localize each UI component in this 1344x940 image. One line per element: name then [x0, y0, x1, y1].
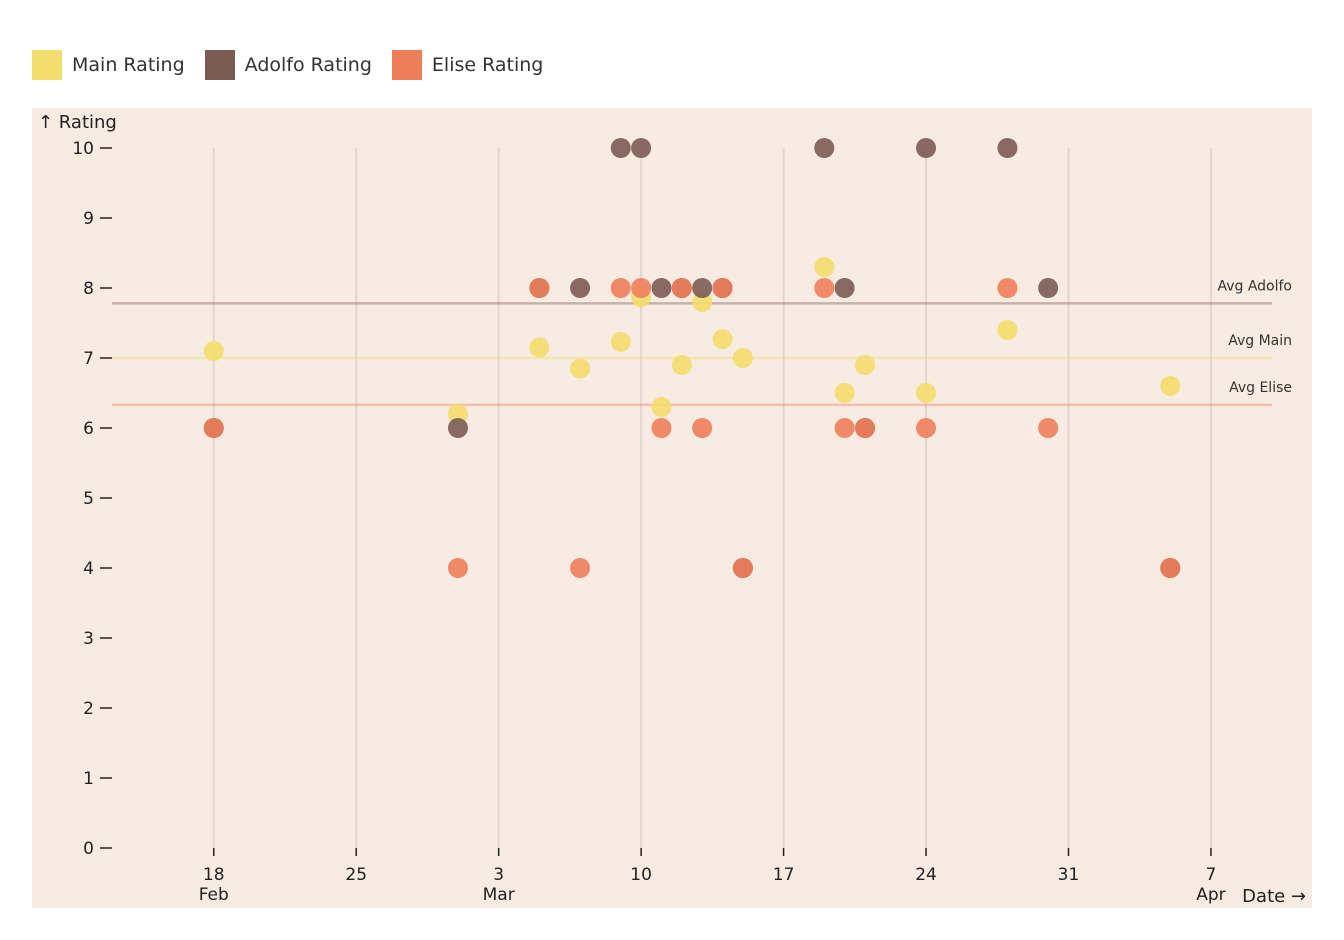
adolfo-rating-point	[692, 278, 713, 298]
elise-rating-point	[1160, 558, 1181, 578]
elise-rating-point	[671, 278, 692, 298]
y-tick-label: 2	[83, 699, 94, 719]
legend-swatch-main	[32, 50, 62, 80]
adolfo-rating-point	[1038, 278, 1059, 298]
main-rating-point	[916, 383, 937, 403]
main-rating-point	[610, 331, 631, 352]
legend-label-main: Main Rating	[72, 54, 185, 76]
main-rating-point	[203, 341, 224, 361]
x-tick-month-label: Apr	[1196, 885, 1225, 905]
y-tick-label: 9	[83, 209, 94, 229]
y-tick-label: 4	[83, 559, 94, 579]
y-tick-label: 7	[83, 349, 94, 369]
main-rating-point	[529, 337, 550, 358]
x-tick-label: 7	[1206, 865, 1217, 885]
main-rating-point	[692, 292, 713, 312]
y-tick-label: 1	[83, 769, 94, 789]
main-rating-point	[651, 397, 672, 417]
y-tick-label: 10	[72, 139, 94, 159]
average-label: Avg Main	[1228, 333, 1292, 349]
elise-rating-point	[447, 558, 468, 578]
adolfo-rating-point	[447, 418, 468, 438]
x-tick-label: 3	[493, 865, 504, 885]
x-axis-title: Date →	[1242, 886, 1306, 907]
y-tick-label: 5	[83, 489, 94, 509]
adolfo-rating-point	[651, 278, 672, 298]
elise-rating-point	[732, 558, 753, 578]
x-tick-label: 31	[1058, 865, 1080, 885]
y-tick-label: 0	[83, 839, 94, 859]
elise-rating-point	[692, 418, 713, 438]
main-rating-point	[732, 348, 753, 368]
elise-rating-point	[814, 278, 835, 298]
main-rating-point	[671, 355, 692, 375]
legend-swatch-elise	[391, 50, 422, 80]
elise-rating-point	[712, 278, 733, 298]
adolfo-rating-point	[631, 138, 652, 158]
x-gridlines	[212, 148, 1212, 848]
x-tick-month-label: Feb	[199, 885, 229, 905]
elise-rating-point	[529, 278, 550, 298]
elise-rating-point	[916, 418, 937, 438]
main-rating-point	[997, 320, 1018, 340]
adolfo-rating-point	[814, 138, 835, 158]
legend-item-adolfo[interactable]: Adolfo Rating	[204, 50, 372, 80]
main-rating-point	[570, 358, 591, 379]
adolfo-rating-point	[834, 278, 855, 298]
y-axis: 0 1 2 3 4 5 6 7 8 9 10	[72, 139, 112, 859]
y-tick-label: 3	[83, 629, 94, 649]
average-lines: Avg Adolfo Avg Main Avg Elise	[112, 278, 1292, 407]
main-rating-point	[447, 404, 468, 424]
main-rating-point	[854, 355, 875, 375]
elise-rating-point	[834, 418, 855, 438]
legend-swatch-adolfo	[204, 50, 235, 80]
x-tick-label: 24	[915, 865, 937, 885]
adolfo-rating-point	[570, 278, 591, 298]
y-tick-label: 6	[83, 419, 94, 439]
elise-rating-point	[997, 278, 1018, 298]
legend-item-main[interactable]: Main Rating	[32, 50, 185, 80]
x-tick-label: 10	[630, 865, 652, 885]
legend: Main Rating Adolfo Rating Elise Rating	[32, 50, 563, 80]
data-points	[203, 138, 1181, 578]
x-tick-label: 17	[773, 865, 795, 885]
adolfo-rating-point	[997, 138, 1018, 158]
y-axis-title: ↑ Rating	[38, 112, 117, 133]
legend-label-elise: Elise Rating	[431, 54, 544, 76]
elise-rating-point	[610, 278, 631, 298]
x-tick-month-label: Mar	[483, 885, 515, 905]
average-label: Avg Elise	[1229, 380, 1292, 396]
elise-rating-point	[854, 418, 875, 438]
plot-background	[32, 108, 1312, 908]
main-rating-point	[712, 329, 733, 350]
y-tick-label: 8	[83, 279, 94, 299]
elise-rating-point	[570, 558, 591, 578]
legend-item-elise[interactable]: Elise Rating	[391, 50, 544, 80]
legend-label-adolfo: Adolfo Rating	[244, 54, 372, 76]
elise-rating-point	[1038, 418, 1059, 438]
x-tick-label: 25	[345, 865, 367, 885]
average-label: Avg Adolfo	[1217, 278, 1292, 294]
main-rating-point	[814, 257, 835, 277]
elise-rating-point	[203, 418, 224, 438]
main-rating-point	[1160, 376, 1181, 396]
x-tick-label: 18	[203, 865, 225, 885]
adolfo-rating-point	[916, 138, 937, 158]
elise-rating-point	[651, 418, 672, 438]
main-rating-point	[834, 383, 855, 403]
adolfo-rating-point	[610, 138, 631, 158]
elise-rating-point	[631, 278, 652, 298]
